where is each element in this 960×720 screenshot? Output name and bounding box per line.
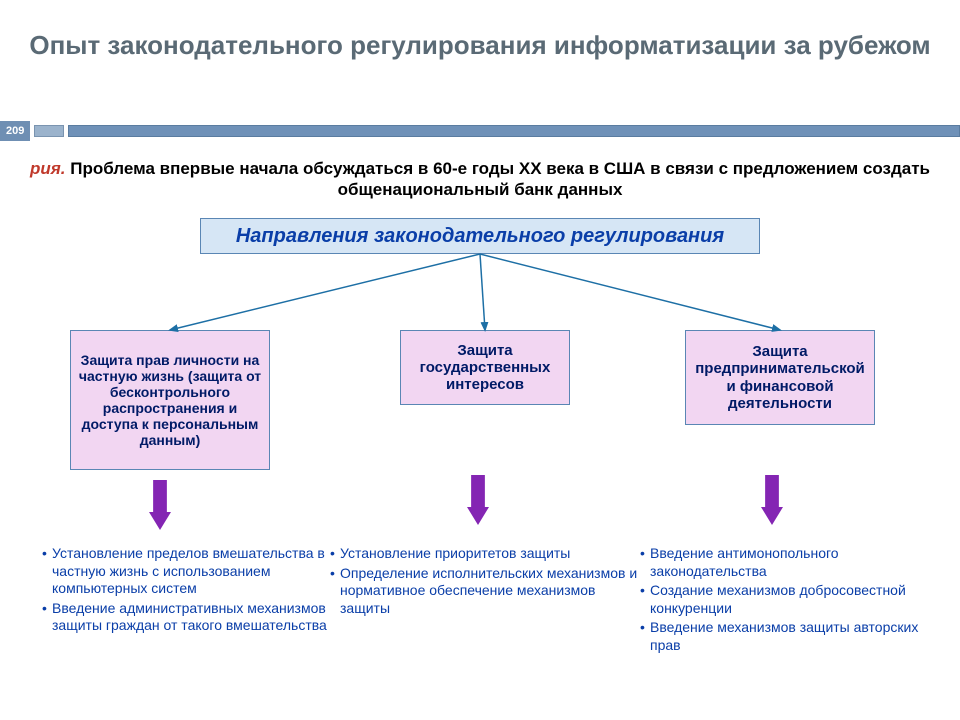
down-arrow-icon <box>149 480 171 530</box>
bullet-item: Создание механизмов добросовестной конку… <box>640 582 950 617</box>
branch-box-1: Защита государственных интересов <box>400 330 570 405</box>
branch-arrow <box>480 254 485 330</box>
central-concept-box: Направления законодательного регулирован… <box>200 218 760 254</box>
header-bar-wide <box>68 125 960 137</box>
bullet-item: Определение исполнительских механизмов и… <box>330 565 640 618</box>
branch-box-0: Защита прав личности на частную жизнь (з… <box>70 330 270 470</box>
branch-arrow <box>170 254 480 330</box>
history-prefix: рия. <box>30 159 66 178</box>
bullet-group-2: Введение антимонопольного законодательст… <box>640 545 950 656</box>
history-body: Проблема впервые начала обсуждаться в 60… <box>66 159 930 199</box>
branch-arrow <box>480 254 780 330</box>
central-concept-label: Направления законодательного регулирован… <box>236 225 724 248</box>
bullet-item: Введение механизмов защиты авторских пра… <box>640 619 950 654</box>
down-arrow-icon <box>761 475 783 525</box>
bullet-group-1: Установление приоритетов защиты Определен… <box>330 545 640 619</box>
bullet-item: Введение административных механизмов защ… <box>42 600 332 635</box>
slide-number: 209 <box>0 121 30 141</box>
history-text: рия. Проблема впервые начала обсуждаться… <box>0 158 960 201</box>
bullet-group-0: Установление пределов вмешательства в ча… <box>42 545 332 637</box>
header-bar-thin <box>34 125 64 137</box>
branch-box-2: Защита предпринимательской и финансовой … <box>685 330 875 425</box>
bullet-item: Установление пределов вмешательства в ча… <box>42 545 332 598</box>
down-arrow-icon <box>467 475 489 525</box>
slide-header-bar: 209 <box>0 120 960 142</box>
slide-title: Опыт законодательного регулирования инфо… <box>0 0 960 61</box>
bullet-item: Установление приоритетов защиты <box>330 545 640 563</box>
bullet-item: Введение антимонопольного законодательст… <box>640 545 950 580</box>
